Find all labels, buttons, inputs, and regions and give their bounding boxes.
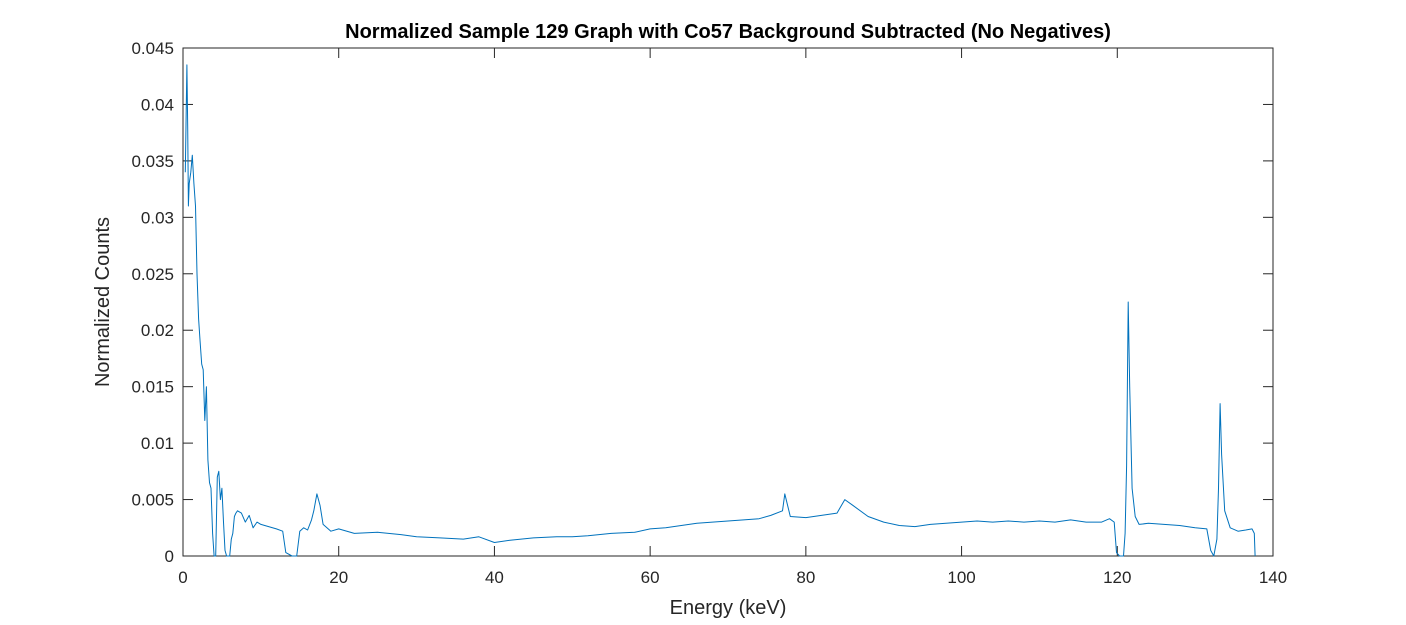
x-tick-label: 40 [485, 568, 504, 587]
series-line [184, 64, 1256, 557]
plot-area: 0 20 40 60 80 100 120 140 0 0.005 0.01 0.015 0.02 0.… [131, 39, 1287, 587]
y-tick-label: 0.01 [141, 434, 174, 453]
y-tick-label: 0.045 [131, 39, 174, 58]
y-tick-label: 0.02 [141, 321, 174, 340]
x-tick-label: 80 [796, 568, 815, 587]
x-tick-label: 60 [641, 568, 660, 587]
y-tick-label: 0.03 [141, 208, 174, 227]
x-tick-label: 140 [1259, 568, 1287, 587]
y-tick-label: 0 [165, 547, 174, 566]
y-axis-label: Normalized Counts [92, 217, 114, 387]
x-axis-label: Energy (keV) [670, 597, 787, 619]
x-tick-label: 20 [329, 568, 348, 587]
x-tick-label: 120 [1103, 568, 1131, 587]
chart-title: Normalized Sample 129 Graph with Co57 Ba… [345, 21, 1111, 43]
y-tick-label: 0.015 [131, 378, 174, 397]
x-axis: 0 20 40 60 80 100 120 140 [178, 48, 1287, 587]
y-tick-label: 0.025 [131, 265, 174, 284]
x-tick-label: 100 [947, 568, 975, 587]
y-tick-label: 0.04 [141, 95, 174, 114]
axes-frame [182, 47, 1274, 557]
y-tick-label: 0.005 [131, 491, 174, 510]
y-tick-label: 0.035 [131, 152, 174, 171]
x-tick-label: 0 [178, 568, 187, 587]
y-axis: 0 0.005 0.01 0.015 0.02 0.025 0.03 0.035 0.04 0.0… [131, 39, 1273, 566]
